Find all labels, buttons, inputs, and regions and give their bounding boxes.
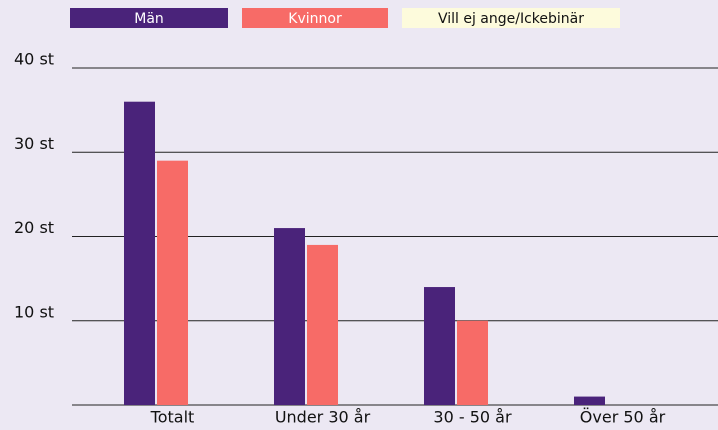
- legend-label: Män: [134, 11, 164, 27]
- bar: [424, 287, 455, 405]
- y-tick-label: 30 st: [14, 134, 54, 153]
- bar: [157, 160, 188, 405]
- legend-swatch: [242, 8, 388, 28]
- x-tick-label: Totalt: [150, 408, 195, 427]
- x-tick-label: Över 50 år: [580, 408, 666, 427]
- bar: [574, 396, 605, 405]
- y-tick-label: 40 st: [14, 50, 54, 69]
- legend-swatch: [402, 8, 620, 28]
- y-tick-label: 10 st: [14, 302, 54, 321]
- legend-label: Vill ej ange/Ickebinär: [438, 11, 584, 27]
- bar: [124, 101, 155, 405]
- legend-label: Kvinnor: [288, 11, 342, 27]
- bar: [457, 320, 488, 405]
- x-tick-label: Under 30 år: [275, 408, 371, 427]
- x-tick-label: 30 - 50 år: [433, 408, 512, 427]
- bar: [307, 244, 338, 405]
- legend-swatch: [70, 8, 228, 28]
- y-tick-label: 20 st: [14, 218, 54, 237]
- bar: [274, 228, 305, 405]
